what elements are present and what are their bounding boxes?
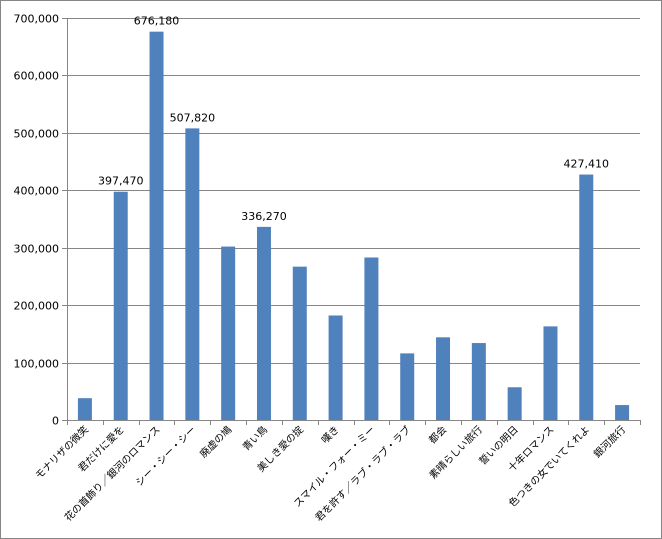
- y-tick-label: 600,000: [14, 70, 60, 83]
- bar: [149, 31, 164, 421]
- y-tick-label: 300,000: [14, 243, 60, 256]
- bar: [221, 246, 236, 420]
- bar: [113, 191, 128, 420]
- bar: [364, 257, 379, 420]
- x-category-label: 嘆き: [318, 423, 341, 446]
- data-labels: 397,470 676,180 507,820 336,270 427,410: [98, 15, 609, 223]
- x-category-label: 都会: [426, 423, 449, 446]
- y-tick-label: 100,000: [14, 358, 60, 371]
- bar: [400, 353, 415, 420]
- bar: [77, 398, 92, 420]
- bars: [77, 31, 630, 421]
- y-tick-label: 0: [52, 415, 59, 428]
- bar: [507, 387, 522, 420]
- y-axis-tick-labels: 0 100,000 200,000 300,000 400,000 500,000 600,…: [14, 13, 67, 428]
- bar: [292, 266, 307, 420]
- bar: [328, 315, 343, 420]
- y-tick-label: 700,000: [14, 13, 60, 26]
- data-label: 336,270: [241, 210, 287, 223]
- bar: [185, 128, 200, 420]
- data-label: 427,410: [564, 158, 610, 171]
- data-label: 507,820: [170, 111, 216, 124]
- data-label: 397,470: [98, 175, 144, 188]
- y-tick-label: 500,000: [14, 128, 60, 141]
- axes: [67, 18, 640, 421]
- x-category-label: 廃虚の鳩: [197, 423, 234, 460]
- y-tick-label: 200,000: [14, 300, 60, 313]
- x-category-label: 銀河旅行: [591, 423, 628, 460]
- bar: [436, 337, 451, 420]
- bar: [256, 226, 271, 420]
- bar: [543, 326, 558, 420]
- x-category-label: シー・シー・シー: [134, 424, 198, 488]
- bar: [615, 405, 630, 420]
- bar: [471, 343, 486, 420]
- y-tick-label: 400,000: [14, 185, 60, 198]
- bar: [579, 174, 594, 420]
- x-category-label: 青い鳥: [240, 423, 270, 453]
- data-label: 676,180: [134, 15, 180, 28]
